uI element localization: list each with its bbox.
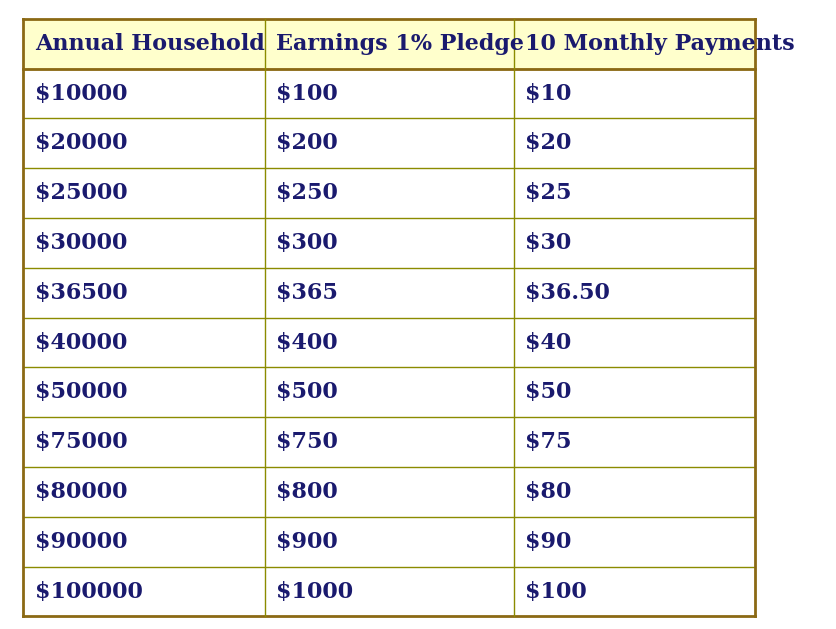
Bar (513, 69, 754, 118)
Bar (23, 268, 264, 318)
Text: $100: $100 (276, 82, 338, 104)
Bar (23, 567, 264, 616)
Bar (23, 169, 264, 218)
Bar (264, 318, 513, 367)
Text: $75000: $75000 (35, 431, 128, 453)
Text: $25: $25 (524, 182, 571, 204)
Text: $90: $90 (524, 531, 571, 553)
Text: $750: $750 (276, 431, 338, 453)
Bar (264, 567, 513, 616)
Bar (513, 218, 754, 268)
Bar (264, 517, 513, 567)
Text: $50000: $50000 (35, 381, 127, 403)
Text: 10 Monthly Payments: 10 Monthly Payments (524, 33, 794, 55)
Text: $200: $200 (276, 132, 338, 154)
Text: $80000: $80000 (35, 481, 127, 503)
Bar (23, 517, 264, 567)
Text: $800: $800 (276, 481, 338, 503)
Bar (513, 19, 754, 69)
Text: $30: $30 (524, 232, 571, 254)
Bar (513, 169, 754, 218)
Bar (513, 467, 754, 517)
Bar (264, 169, 513, 218)
Text: $75: $75 (524, 431, 571, 453)
Bar (264, 118, 513, 169)
Bar (513, 118, 754, 169)
Text: $100000: $100000 (35, 581, 143, 603)
Bar (23, 69, 264, 118)
Bar (23, 118, 264, 169)
Bar (264, 19, 513, 69)
Text: $100: $100 (524, 581, 586, 603)
Bar (513, 567, 754, 616)
Text: $365: $365 (276, 282, 338, 304)
Bar (513, 417, 754, 467)
Bar (264, 268, 513, 318)
Bar (513, 367, 754, 417)
Bar (264, 417, 513, 467)
Text: $1000: $1000 (276, 581, 353, 603)
Text: $400: $400 (276, 331, 338, 353)
Text: $25000: $25000 (35, 182, 128, 204)
Text: $10000: $10000 (35, 82, 127, 104)
Bar (23, 467, 264, 517)
Text: $40: $40 (524, 331, 571, 353)
Text: Annual Household: Annual Household (35, 33, 264, 55)
Bar (264, 367, 513, 417)
Text: $10: $10 (524, 82, 571, 104)
Text: $36.50: $36.50 (524, 282, 609, 304)
Bar (513, 318, 754, 367)
Text: $36500: $36500 (35, 282, 128, 304)
Text: $300: $300 (276, 232, 338, 254)
Text: $900: $900 (276, 531, 338, 553)
Text: Earnings 1% Pledge: Earnings 1% Pledge (276, 33, 524, 55)
Text: $90000: $90000 (35, 531, 127, 553)
Bar (513, 517, 754, 567)
Text: $250: $250 (276, 182, 338, 204)
Bar (23, 367, 264, 417)
Bar (264, 218, 513, 268)
Bar (264, 467, 513, 517)
Text: $30000: $30000 (35, 232, 127, 254)
Bar (23, 218, 264, 268)
Text: $20000: $20000 (35, 132, 127, 154)
Bar (23, 19, 264, 69)
Bar (513, 268, 754, 318)
Text: $20: $20 (524, 132, 571, 154)
Bar (264, 69, 513, 118)
Text: $40000: $40000 (35, 331, 127, 353)
Bar (23, 417, 264, 467)
Bar (23, 318, 264, 367)
Text: $500: $500 (276, 381, 338, 403)
Text: $80: $80 (524, 481, 571, 503)
Text: $50: $50 (524, 381, 571, 403)
